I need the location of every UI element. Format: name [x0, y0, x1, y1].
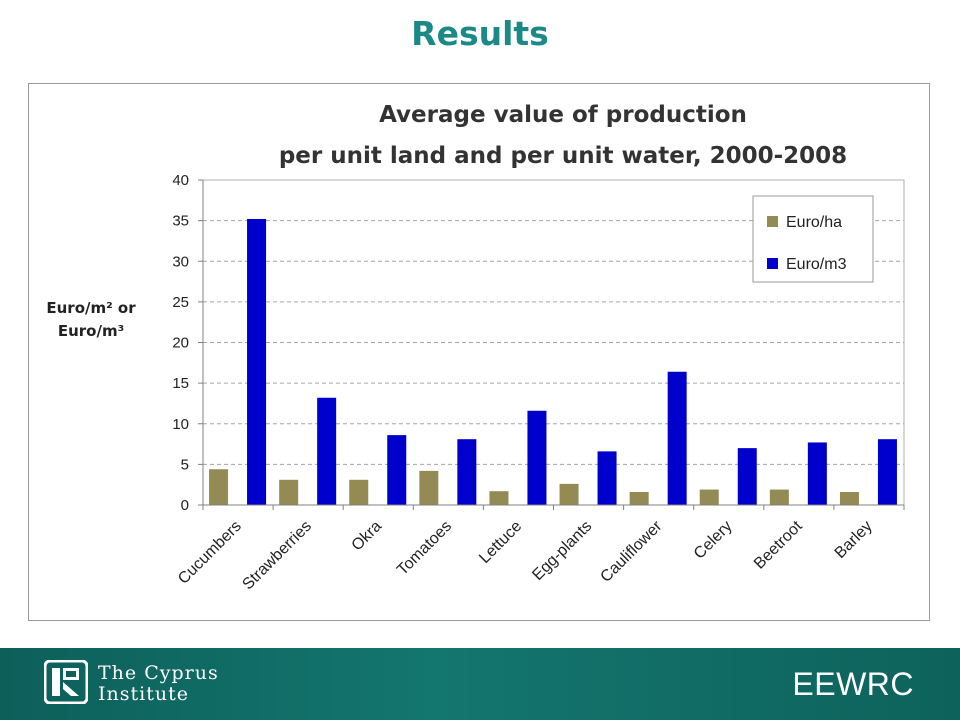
bar-euro-ha	[699, 489, 719, 505]
bar-euro-m3	[807, 442, 827, 505]
bar-euro-ha	[769, 489, 789, 505]
x-tick-label: Egg-plants	[529, 518, 595, 584]
y-tick-label: 5	[181, 456, 189, 473]
y-tick-label: 20	[172, 335, 189, 352]
y-tick-label: 35	[172, 213, 189, 230]
legend-swatch	[767, 216, 778, 227]
bar-chart: Average value of production per unit lan…	[46, 102, 905, 594]
bar-euro-ha	[839, 492, 859, 505]
x-tick-label: Cauliflower	[597, 517, 665, 585]
x-tick-label: Cucumbers	[175, 518, 245, 588]
bar-euro-ha	[489, 491, 509, 505]
y-tick-label: 30	[172, 253, 189, 270]
bar-euro-ha	[629, 492, 649, 505]
bar-euro-m3	[387, 435, 407, 505]
bar-euro-ha	[279, 479, 299, 505]
bar-euro-m3	[247, 219, 267, 505]
legend-swatch	[767, 258, 778, 269]
bar-euro-m3	[317, 397, 337, 505]
org-name-line2: Institute	[98, 683, 189, 705]
x-tick-label: Lettuce	[476, 518, 525, 567]
legend-label: Euro/m3	[786, 256, 847, 273]
chart-title-line2: per unit land and per unit water, 2000-2…	[279, 143, 847, 169]
bar-euro-m3	[527, 410, 547, 505]
bar-euro-ha	[559, 483, 579, 505]
bar-euro-m3	[597, 451, 617, 505]
y-tick-label: 10	[172, 416, 189, 433]
y-tick-label: 40	[172, 172, 189, 189]
org-name-line1: The Cyprus	[98, 662, 219, 684]
footer-bar: The Cyprus Institute EEWRC	[0, 648, 960, 720]
x-tick-label: Barley	[832, 518, 876, 562]
y-axis-label-line2: Euro/m³	[58, 322, 124, 340]
bar-euro-m3	[667, 371, 687, 505]
chart-title-line1: Average value of production	[379, 102, 747, 128]
x-tick-label: Beetroot	[751, 517, 806, 572]
x-tick-label: Okra	[349, 518, 386, 555]
x-tick-label: Strawberries	[239, 518, 315, 594]
footer-brand: EEWRC	[792, 666, 914, 702]
bar-euro-ha	[419, 470, 439, 505]
bar-euro-m3	[877, 439, 897, 505]
chart-frame: Average value of production per unit lan…	[28, 83, 930, 621]
y-tick-label: 15	[172, 375, 189, 392]
bar-euro-ha	[209, 469, 229, 505]
bar-euro-m3	[457, 439, 477, 505]
cyprus-institute-logo-icon	[43, 659, 89, 705]
x-tick-label: Tomatoes	[394, 518, 455, 579]
slide-title: Results	[411, 14, 549, 53]
y-tick-label: 25	[172, 294, 189, 311]
bar-euro-m3	[737, 448, 757, 505]
y-tick-label: 0	[181, 497, 189, 514]
bar-euro-ha	[349, 479, 369, 505]
y-axis-label-line1: Euro/m² or	[46, 299, 136, 317]
x-tick-label: Celery	[691, 518, 736, 563]
legend-label: Euro/ha	[786, 214, 842, 231]
legend: Euro/ha Euro/m3	[752, 195, 874, 283]
